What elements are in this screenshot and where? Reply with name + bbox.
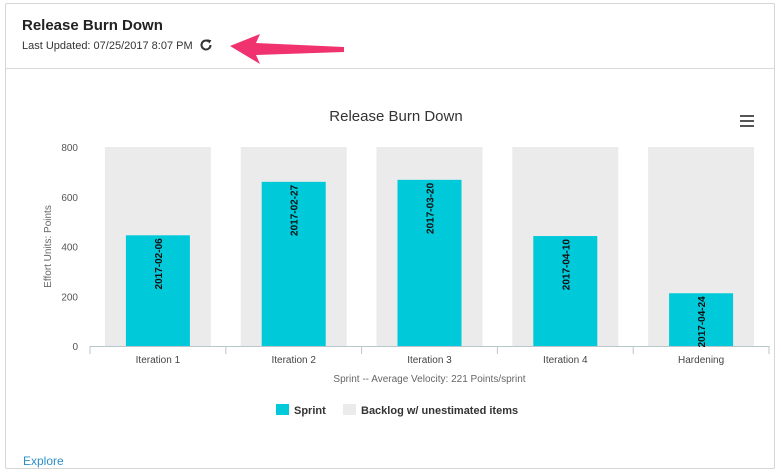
legend-swatch-backlog xyxy=(343,404,356,415)
card-header: Release Burn Down Last Updated: 07/25/20… xyxy=(6,4,774,69)
y-tick-label: 400 xyxy=(61,243,78,254)
sprint-bar[interactable] xyxy=(533,236,598,346)
bar-data-label: 2017-03-20 xyxy=(426,182,437,234)
legend-label-backlog: Backlog w/ unestimated items xyxy=(361,405,519,417)
legend-item-sprint[interactable]: Sprint xyxy=(276,404,326,417)
y-tick-label: 0 xyxy=(72,342,78,353)
explore-link[interactable]: Explore xyxy=(23,454,64,468)
refresh-icon[interactable] xyxy=(199,38,213,52)
x-tick-label: Iteration 4 xyxy=(543,355,588,366)
last-updated-text: Last Updated: 07/25/2017 8:07 PM xyxy=(22,40,193,52)
chart-title: Release Burn Down xyxy=(329,108,462,125)
bar-data-label: 2017-02-06 xyxy=(154,238,165,290)
sprint-bar[interactable] xyxy=(397,179,462,346)
x-axis-label: Sprint -- Average Velocity: 221 Points/s… xyxy=(333,374,525,385)
bar-data-label: 2017-04-10 xyxy=(561,239,572,291)
release-burn-down-card: Release Burn Down Last Updated: 07/25/20… xyxy=(5,3,775,469)
card-title: Release Burn Down xyxy=(22,17,163,34)
chart-menu-icon[interactable] xyxy=(739,114,755,128)
x-tick-label: Iteration 1 xyxy=(136,355,181,366)
x-tick-label: Hardening xyxy=(678,355,724,366)
legend-label-sprint: Sprint xyxy=(294,405,326,417)
x-tick-label: Iteration 3 xyxy=(407,355,452,366)
y-tick-label: 200 xyxy=(61,292,78,303)
y-axis-label: Effort Units: Points xyxy=(43,205,54,288)
x-tick-label: Iteration 2 xyxy=(271,355,316,366)
sprint-bar[interactable] xyxy=(125,235,190,346)
burn-down-chart: Release Burn Down 0 200 400 600 800 Effort Un… xyxy=(43,108,770,385)
legend-item-backlog[interactable]: Backlog w/ unestimated items xyxy=(343,404,518,417)
annotation-arrow-icon xyxy=(230,34,344,64)
bar-data-label: 2017-04-24 xyxy=(697,296,708,348)
sprint-bar[interactable] xyxy=(261,181,326,346)
legend-swatch-sprint xyxy=(276,404,289,415)
bar-data-label: 2017-02-27 xyxy=(290,184,301,236)
y-tick-label: 800 xyxy=(61,143,78,154)
y-tick-label: 600 xyxy=(61,193,78,204)
chart-legend: Sprint Backlog w/ unestimated items xyxy=(6,404,774,420)
sprint-bar[interactable] xyxy=(669,293,734,346)
